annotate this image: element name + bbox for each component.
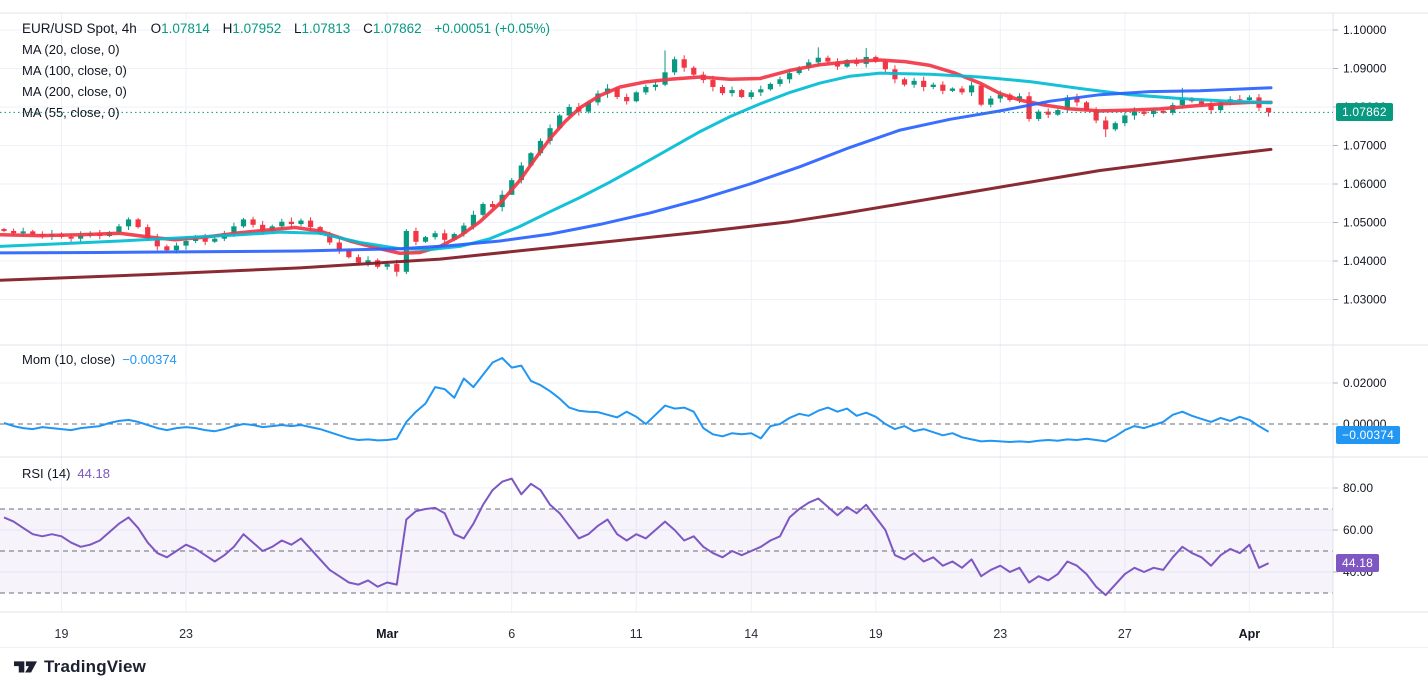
momentum-legend[interactable]: Mom (10, close) −0.00374 — [22, 352, 177, 367]
momentum-label: Mom (10, close) — [22, 352, 116, 367]
ma55-legend[interactable]: MA (55, close, 0) — [22, 105, 120, 120]
svg-text:1.10000: 1.10000 — [1343, 23, 1387, 37]
svg-text:14: 14 — [744, 627, 758, 641]
svg-text:1.05000: 1.05000 — [1343, 216, 1387, 230]
ma100-legend[interactable]: MA (100, close, 0) — [22, 63, 127, 78]
svg-text:19: 19 — [869, 627, 883, 641]
chart-plot[interactable]: 1.100001.090001.080001.070001.060001.050… — [0, 0, 1428, 648]
svg-text:Apr: Apr — [1239, 627, 1261, 641]
svg-text:0.02000: 0.02000 — [1343, 376, 1387, 390]
svg-text:1.07000: 1.07000 — [1343, 139, 1387, 153]
svg-text:19: 19 — [55, 627, 69, 641]
svg-text:80.00: 80.00 — [1343, 481, 1373, 495]
symbol-title: EUR/USD Spot, 4h — [22, 21, 137, 36]
svg-text:27: 27 — [1118, 627, 1132, 641]
momentum-value: −0.00374 — [122, 352, 177, 367]
svg-text:1.03000: 1.03000 — [1343, 293, 1387, 307]
ohlc-open: O1.07814 — [150, 21, 210, 36]
chart-legend: EUR/USD Spot, 4h O1.07814 H1.07952 L1.07… — [22, 18, 550, 123]
rsi-legend[interactable]: RSI (14) 44.18 — [22, 466, 110, 481]
ma200-legend[interactable]: MA (200, close, 0) — [22, 84, 127, 99]
last-price-badge[interactable]: 1.07862 — [1336, 103, 1393, 121]
svg-text:1.09000: 1.09000 — [1343, 62, 1387, 76]
svg-text:1.06000: 1.06000 — [1343, 177, 1387, 191]
svg-text:23: 23 — [993, 627, 1007, 641]
ohlc-low: L1.07813 — [293, 21, 351, 36]
svg-text:11: 11 — [630, 627, 643, 641]
tradingview-attribution[interactable]: TradingView — [14, 656, 146, 677]
rsi-label: RSI (14) — [22, 466, 71, 481]
rsi-value-badge[interactable]: 44.18 — [1336, 554, 1380, 572]
tradingview-logo-text: TradingView — [44, 656, 147, 676]
svg-text:6: 6 — [508, 627, 515, 641]
svg-text:23: 23 — [179, 627, 193, 641]
symbol-header[interactable]: EUR/USD Spot, 4h O1.07814 H1.07952 L1.07… — [22, 18, 550, 39]
rsi-value: 44.18 — [77, 466, 110, 481]
ma20-legend[interactable]: MA (20, close, 0) — [22, 42, 120, 57]
ohlc-high: H1.07952 — [222, 21, 282, 36]
svg-text:60.00: 60.00 — [1343, 523, 1373, 537]
svg-text:1.04000: 1.04000 — [1343, 254, 1387, 268]
momentum-value-badge[interactable]: −0.00374 — [1336, 426, 1400, 444]
price-change: +0.00051 (+0.05%) — [434, 21, 550, 36]
tradingview-logo-icon — [14, 661, 37, 673]
ohlc-close: C1.07862 — [363, 21, 422, 36]
svg-text:Mar: Mar — [376, 627, 398, 641]
